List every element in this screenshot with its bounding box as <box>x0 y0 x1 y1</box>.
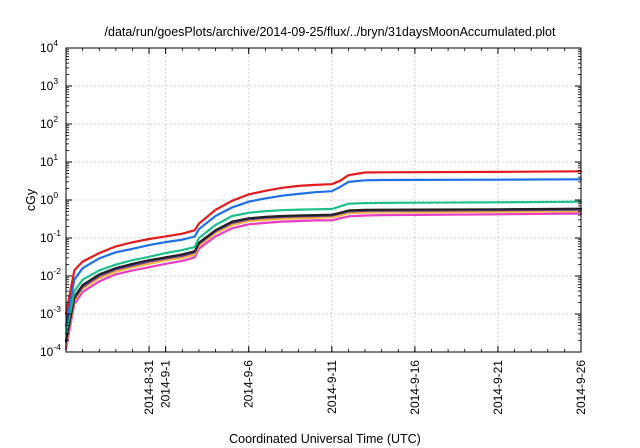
y-tick-label: 10-1 <box>40 228 61 245</box>
y-tick-label: 10-4 <box>40 342 61 359</box>
x-tick-label: 2014-8-31 <box>142 360 156 415</box>
y-tick-label: 101 <box>40 152 58 169</box>
x-tick-label: 2014-9-11 <box>325 360 339 414</box>
y-tick-label: 103 <box>40 76 58 93</box>
y-tick-label: 102 <box>40 114 58 131</box>
series-line <box>64 212 583 351</box>
x-tick-label: 2014-9-1 <box>159 360 173 408</box>
y-tick-label: 10-3 <box>40 304 61 321</box>
grid <box>66 48 581 352</box>
y-axis-label: cGy <box>24 188 38 211</box>
x-tick-label: 2014-9-21 <box>491 360 505 415</box>
series-line <box>64 210 583 347</box>
y-tick-label: 100 <box>40 190 58 207</box>
x-tick-label: 2014-9-16 <box>408 360 422 415</box>
x-axis-label: Coordinated Universal Time (UTC) <box>229 432 421 446</box>
x-tick-label: 2014-9-26 <box>574 360 588 415</box>
y-tick-label: 104 <box>40 38 58 55</box>
x-tick-label: 2014-9-6 <box>242 360 256 408</box>
chart-title: /data/run/goesPlots/archive/2014-09-25/f… <box>105 25 556 39</box>
series-line <box>64 200 583 335</box>
series-line <box>64 178 583 327</box>
axes: 10-4 10-3 10-2 10-1 100 101 102 103 104 2014-8-31… <box>40 38 588 415</box>
series-layer <box>64 170 583 351</box>
series-line <box>64 170 583 316</box>
y-tick-label: 10-2 <box>40 266 61 283</box>
series-line <box>64 207 583 342</box>
